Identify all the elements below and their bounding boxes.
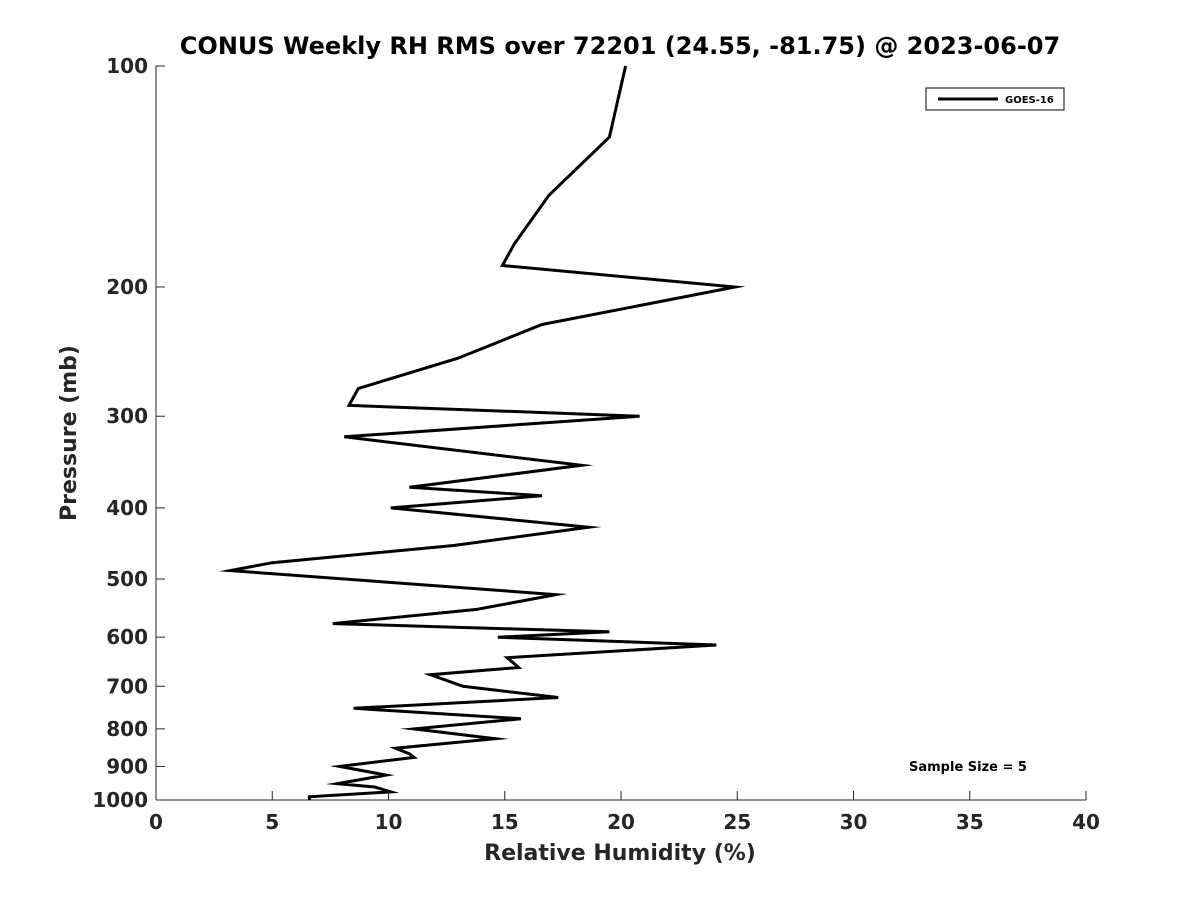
x-tick-label: 10 (375, 810, 403, 834)
x-tick-label: 35 (956, 810, 984, 834)
x-axis-label: Relative Humidity (%) (484, 841, 756, 866)
y-axis: 100 200 300 400 500 600 700 800 900 1000 (92, 54, 165, 812)
x-tick-label: 20 (607, 810, 635, 834)
y-tick-label: 400 (106, 496, 148, 520)
series-line-goes-16 (218, 65, 746, 800)
x-axis: 0 5 10 15 20 25 30 35 40 (149, 791, 1100, 834)
y-axis-label: Pressure (mb) (57, 345, 82, 521)
x-tick-label: 25 (723, 810, 751, 834)
x-tick-label: 0 (149, 810, 163, 834)
y-tick-label: 800 (106, 717, 148, 741)
legend-label-goes-16: GOES-16 (1005, 95, 1054, 106)
y-tick-label: 500 (106, 567, 148, 591)
y-tick-label: 300 (106, 404, 148, 428)
y-tick-label: 600 (106, 625, 148, 649)
legend: GOES-16 (925, 87, 1065, 111)
y-tick-label: 900 (106, 754, 148, 778)
sample-size-annotation: Sample Size = 5 (909, 760, 1027, 775)
x-tick-label: 30 (840, 810, 868, 834)
y-tick-label: 700 (106, 674, 148, 698)
plot-area (155, 65, 1086, 801)
chart-title: CONUS Weekly RH RMS over 72201 (24.55, -… (180, 32, 1060, 60)
y-tick-label: 200 (106, 275, 148, 299)
x-tick-label: 5 (265, 810, 279, 834)
x-tick-label: 15 (491, 810, 519, 834)
y-tick-label: 100 (106, 54, 148, 78)
y-tick-label: 1000 (92, 788, 148, 812)
x-tick-label: 40 (1072, 810, 1100, 834)
